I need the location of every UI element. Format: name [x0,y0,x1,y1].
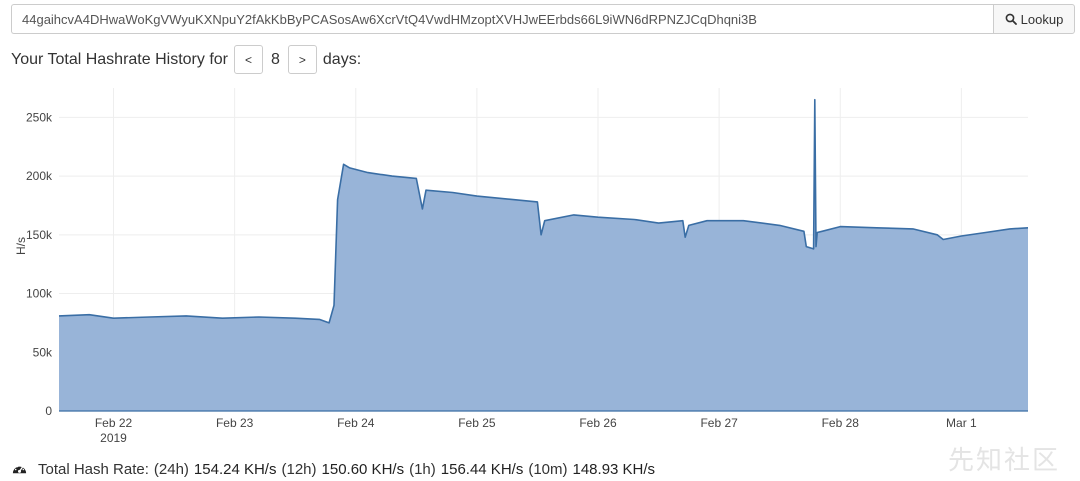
rate-24h-value: 154.24 KH/s [193,460,277,478]
search-icon [1005,13,1017,25]
speedometer-icon [12,464,27,473]
days-decrease-button[interactable]: < [234,45,263,74]
y-axis-ticks: 0 50k 100k 150k 200k 250k [26,110,53,418]
x-tick-label: Mar 1 [946,416,977,430]
address-search-bar: Lookup [11,4,1075,34]
hashrate-area [59,99,1028,411]
rate-10m-label: (10m) [528,460,568,478]
x-tick-sublabel: 2019 [100,431,127,445]
days-increase-button[interactable]: > [287,45,317,74]
x-tick-label: Feb 24 [337,416,375,430]
y-axis-label: H/s [14,237,28,255]
watermark-text: 先知社区 [947,446,1060,476]
total-hashrate-summary: Total Hash Rate: (24h) 154.24 KH/s (12h)… [11,458,660,480]
lookup-button-label: Lookup [1020,11,1064,27]
y-tick-label: 0 [45,404,52,418]
y-tick-label: 150k [26,228,53,242]
history-controls: Your Total Hashrate History for < 8 > da… [11,44,361,75]
y-tick-label: 100k [26,287,53,301]
x-tick-label: Feb 23 [216,416,254,430]
y-tick-label: 200k [26,169,53,183]
rate-24h-label: (24h) [153,460,189,478]
hashrate-line [58,98,1029,324]
x-tick-label: Feb 25 [458,416,496,430]
address-input[interactable] [11,4,993,34]
rate-1h-label: (1h) [409,460,436,478]
rate-12h-label: (12h) [281,460,317,478]
y-tick-label: 50k [33,345,53,359]
rate-10m-value: 148.93 KH/s [572,460,656,478]
rate-1h-value: 156.44 KH/s [440,460,524,478]
x-tick-label: Feb 28 [822,416,860,430]
history-prefix-text: Your Total Hashrate History for [11,50,228,68]
summary-title: Total Hash Rate: [38,460,149,478]
x-tick-label: Feb 22 [95,416,133,430]
days-value: 8 [271,50,280,68]
x-tick-label: Feb 27 [700,416,738,430]
y-tick-label: 250k [26,110,53,124]
history-suffix-text: days: [322,50,362,68]
rate-12h-value: 150.60 KH/s [321,460,405,478]
lookup-button[interactable]: Lookup [993,4,1075,34]
x-tick-label: Feb 26 [579,416,617,430]
